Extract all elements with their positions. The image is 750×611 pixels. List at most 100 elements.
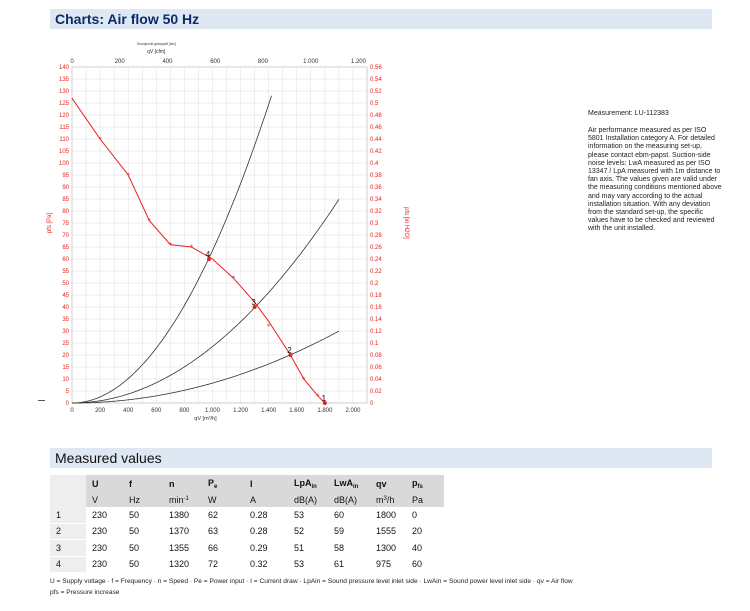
y-tick-label-right: 0: [370, 401, 374, 407]
unit-cell: Pa: [406, 492, 444, 508]
y-tick-label-left: 70: [62, 233, 69, 239]
cell-pfs: 0: [406, 507, 444, 524]
operating-point-label: 1: [322, 394, 327, 403]
y-tick-label-right: 0.06: [370, 365, 382, 371]
y-tick-label-left: 50: [62, 281, 69, 287]
operating-point-label: 3: [251, 298, 256, 307]
y-tick-label-left: 95: [62, 173, 69, 179]
fan-curve: [71, 97, 326, 404]
cell-n: 1355: [163, 540, 202, 557]
cell-pe: 63: [202, 524, 244, 541]
cell-u: 230: [86, 540, 123, 557]
x-tick-label: 1.600: [289, 408, 305, 414]
y-tick-label-right: 0.02: [370, 389, 382, 395]
y-tick-label-right: 0.34: [370, 197, 382, 203]
cell-i: 0.28: [244, 524, 288, 541]
curve-marker: *: [190, 244, 194, 252]
row-index: 4: [50, 556, 86, 573]
system-curve: [72, 95, 272, 404]
curve-marker: *: [302, 376, 306, 384]
y-tick-label-right: 0.5: [370, 101, 379, 107]
y-tick-label-left: 130: [59, 89, 70, 95]
cell-pe: 66: [202, 540, 244, 557]
operating-point-label: 4: [206, 250, 211, 259]
cell-f: 50: [123, 524, 163, 541]
y-axis-title-right: pfs [in H2O]: [403, 207, 409, 239]
header-cell: pfs: [406, 475, 444, 492]
y-tick-label-right: 0.22: [370, 269, 382, 275]
y-tick-label-right: 0.54: [370, 77, 382, 83]
y-tick-label-right: 0.36: [370, 185, 382, 191]
y-tick-label-left: 65: [62, 245, 69, 251]
header-cell: f: [123, 475, 163, 492]
top-axis-unit: qV [cfm]: [147, 49, 166, 55]
y-tick-label-right: 0.04: [370, 377, 382, 383]
cell-n: 1380: [163, 507, 202, 524]
cell-lpa: 53: [288, 557, 328, 573]
cell-i: 0.29: [244, 540, 288, 557]
y-tick-label-right: 0.3: [370, 221, 379, 227]
cell-qv: 975: [370, 557, 406, 573]
y-tick-label-right: 0.1: [370, 341, 379, 347]
y-tick-label-right: 0.24: [370, 257, 382, 263]
operating-point: [206, 257, 211, 261]
x-tick-label: 600: [151, 408, 162, 414]
cell-pfs: 60: [406, 557, 444, 573]
system-curve: [72, 330, 340, 404]
x-tick-label: 400: [123, 408, 134, 414]
y-tick-label-right: 0.32: [370, 209, 382, 215]
cell-n: 1370: [163, 524, 202, 541]
y-tick-label-right: 0.48: [370, 113, 382, 119]
curve-marker: *: [267, 323, 271, 331]
y-tick-label-right: 0.28: [370, 233, 382, 239]
measurement-id: Measurement: LU-112383: [588, 110, 669, 117]
cell-u: 230: [86, 524, 123, 541]
cell-qv: 1800: [370, 507, 406, 524]
y-tick-label-right: 0.18: [370, 293, 382, 299]
measured-values-title: Measured values: [55, 450, 162, 466]
unit-cell-index: [50, 492, 86, 508]
cell-u: 230: [86, 507, 123, 524]
cell-pe: 72: [202, 557, 244, 573]
unit-cell: dB(A): [288, 492, 328, 508]
curve-marker: *: [148, 217, 152, 225]
y-tick-label-left: 90: [62, 185, 69, 191]
header-cell: LpAin: [288, 475, 328, 492]
x-tick-label: 1.400: [261, 408, 277, 414]
y-tick-label-left: 75: [62, 221, 69, 227]
unit-cell: V: [86, 492, 123, 508]
y-tick-label-left: 40: [62, 305, 69, 311]
y-tick-label-right: 0.38: [370, 173, 382, 179]
top-tick-label: 800: [258, 59, 269, 65]
header-cell: I: [244, 475, 288, 492]
table-units-row: V Hz min-1 W A dB(A) dB(A) m3/h Pa: [50, 492, 444, 508]
table-row: 1 230 50 1380 62 0.28 53 60 1800 0: [50, 507, 444, 524]
y-tick-label-right: 0.2: [370, 281, 379, 287]
cell-i: 0.28: [244, 507, 288, 524]
y-tick-label-right: 0.12: [370, 329, 382, 335]
measurement-notes: Air performance measured as per ISO 5801…: [588, 127, 722, 233]
y-tick-label-left: 115: [59, 125, 69, 131]
header-cell-index: [50, 475, 86, 492]
x-tick-label: 1.000: [205, 408, 221, 414]
title-bar: Charts: Air flow 50 Hz: [50, 9, 712, 29]
table-header-row: U f n Pe I LpAin LwAin qv pfs: [50, 475, 444, 492]
curve-marker: *: [98, 136, 102, 144]
operating-point: [288, 353, 293, 357]
cell-lpa: 53: [288, 507, 328, 524]
top-tick-label: 600: [210, 59, 221, 65]
y-tick-label-left: 0: [66, 401, 70, 407]
y-tick-label-left: 120: [59, 113, 70, 119]
cell-lpa: 51: [288, 540, 328, 557]
measured-values-table: U f n Pe I LpAin LwAin qv pfs V Hz min-1…: [50, 475, 444, 573]
operating-point: [252, 305, 257, 309]
unit-cell: W: [202, 492, 244, 508]
divider: [38, 400, 45, 401]
cell-qv: 1555: [370, 524, 406, 541]
cell-f: 50: [123, 507, 163, 524]
unit-cell: min-1: [163, 492, 202, 508]
unit-cell: m3/h: [370, 492, 406, 508]
header-cell: qv: [370, 475, 406, 492]
y-tick-label-left: 80: [62, 209, 69, 215]
y-tick-label-left: 60: [62, 257, 69, 263]
